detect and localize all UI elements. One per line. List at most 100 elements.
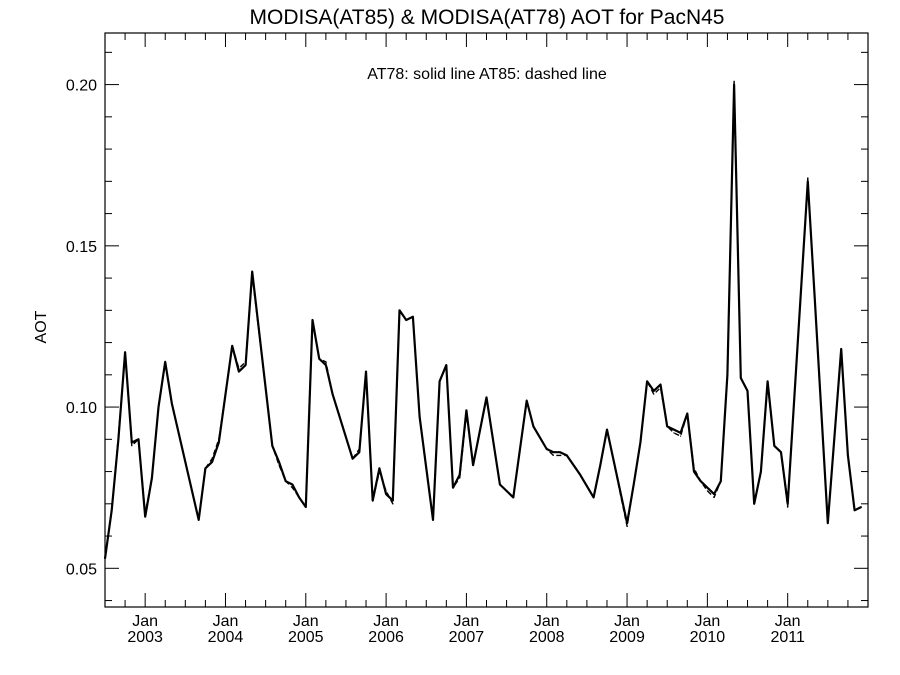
data-point-at85 [332, 393, 334, 395]
y-axis: 0.05 0.10 0.15 0.20 [66, 51, 868, 602]
data-point-at78 [251, 271, 253, 273]
x-tick-year-label: 2011 [770, 629, 805, 646]
data-point-at85 [720, 480, 722, 482]
data-point-at85 [633, 483, 635, 486]
data-point-at85 [780, 451, 782, 453]
plot-frame [104, 32, 869, 608]
line-style-annotation: AT78: solid line AT85: dashed line [367, 66, 607, 83]
x-tick-month-label: Jan [614, 613, 640, 630]
y-tick-label: 0.20 [66, 78, 97, 95]
x-tick-year-label: 2003 [127, 629, 163, 646]
data-point-at85 [352, 458, 354, 460]
data-point-at85 [238, 367, 240, 369]
x-tick-month-label: Jan [534, 613, 560, 630]
data-point-at78 [559, 451, 561, 453]
data-point-at85 [854, 509, 856, 511]
data-point-at85 [204, 467, 206, 469]
data-point-at85 [593, 496, 595, 498]
data-point-at78 [713, 493, 715, 495]
data-point-at85 [760, 471, 762, 473]
data-point-at85 [552, 454, 555, 456]
data-point-at85 [465, 412, 467, 415]
data-point-at85 [626, 525, 628, 528]
data-point-at85 [653, 393, 655, 395]
data-point-at85 [673, 432, 675, 434]
data-point-at85 [566, 454, 568, 456]
x-tick-year-label: 2009 [609, 629, 645, 646]
x-axis: Jan2003Jan2004Jan2005Jan2006Jan2007Jan20… [104, 33, 849, 646]
data-point-at85 [231, 345, 233, 347]
data-point-at85 [693, 467, 695, 469]
chart-title: MODISA(AT85) & MODISA(AT78) AOT for PacN… [250, 6, 725, 29]
data-point-at85 [532, 425, 535, 427]
data-point-at85 [385, 490, 387, 492]
data-point-at85 [860, 506, 862, 508]
data-point-at85 [733, 80, 735, 82]
data-point-at85 [546, 448, 548, 450]
data-point-at78 [659, 383, 662, 386]
data-point-at85 [512, 496, 514, 498]
x-tick-month-label: Jan [293, 613, 319, 630]
data-point-at85 [358, 448, 360, 450]
data-point-at78 [238, 371, 240, 373]
data-point-at85 [700, 480, 702, 482]
data-point-at85 [325, 361, 327, 363]
data-point-at85 [245, 361, 247, 363]
data-point-at78 [693, 471, 695, 473]
data-point-at85 [164, 361, 166, 363]
data-point-at85 [131, 445, 133, 447]
data-point-at78 [767, 380, 769, 382]
data-point-at85 [291, 487, 293, 489]
data-point-at78 [245, 364, 247, 366]
data-point-at78 [365, 371, 367, 373]
data-point-at85 [372, 500, 374, 502]
data-point-at85 [412, 316, 414, 318]
data-point-at85 [827, 522, 829, 524]
data-point-at85 [392, 503, 394, 505]
data-point-at85 [157, 406, 160, 408]
data-point-at78 [733, 84, 735, 86]
data-point-at85 [526, 400, 528, 402]
data-point-at85 [680, 435, 682, 437]
data-point-at85 [666, 425, 668, 427]
data-point-at85 [439, 380, 441, 382]
data-point-at85 [365, 374, 367, 376]
data-point-at85 [405, 319, 407, 321]
y-tick-label: 0.10 [66, 400, 97, 417]
data-point-at85 [840, 348, 842, 350]
data-point-at85 [432, 519, 434, 521]
data-point-at85 [311, 319, 314, 321]
data-point-at85 [144, 512, 146, 515]
data-point-at85 [773, 445, 775, 447]
data-point-at85 [124, 351, 126, 353]
data-point-at85 [746, 390, 749, 392]
x-tick-year-label: 2007 [449, 629, 485, 646]
x-tick-month-label: Jan [454, 613, 480, 630]
data-point-at78 [552, 451, 555, 453]
data-point-at78 [465, 409, 467, 411]
data-point-at85 [706, 490, 709, 492]
data-point-at85 [646, 380, 648, 382]
data-point-at85 [767, 383, 769, 386]
data-point-at85 [787, 506, 789, 508]
x-tick-month-label: Jan [775, 613, 801, 630]
data-point-at85 [753, 503, 755, 505]
data-point-at85 [305, 506, 307, 508]
data-point-at78 [378, 467, 380, 469]
data-point-at78 [325, 364, 327, 366]
data-point-at85 [485, 396, 488, 398]
data-point-at85 [472, 464, 474, 466]
y-axis-label: AOT [33, 310, 50, 343]
data-point-at85 [271, 445, 273, 447]
x-tick-year-label: 2006 [368, 629, 404, 646]
data-point-at85 [807, 177, 809, 179]
data-point-at85 [813, 293, 816, 295]
data-point-at85 [137, 438, 140, 440]
data-point-at85 [398, 309, 401, 311]
data-point-at85 [285, 480, 287, 482]
data-point-at78 [218, 441, 220, 444]
y-tick-label: 0.05 [66, 561, 97, 578]
data-point-at85 [639, 441, 642, 444]
data-point-at85 [224, 393, 227, 395]
data-point-at85 [318, 358, 320, 360]
